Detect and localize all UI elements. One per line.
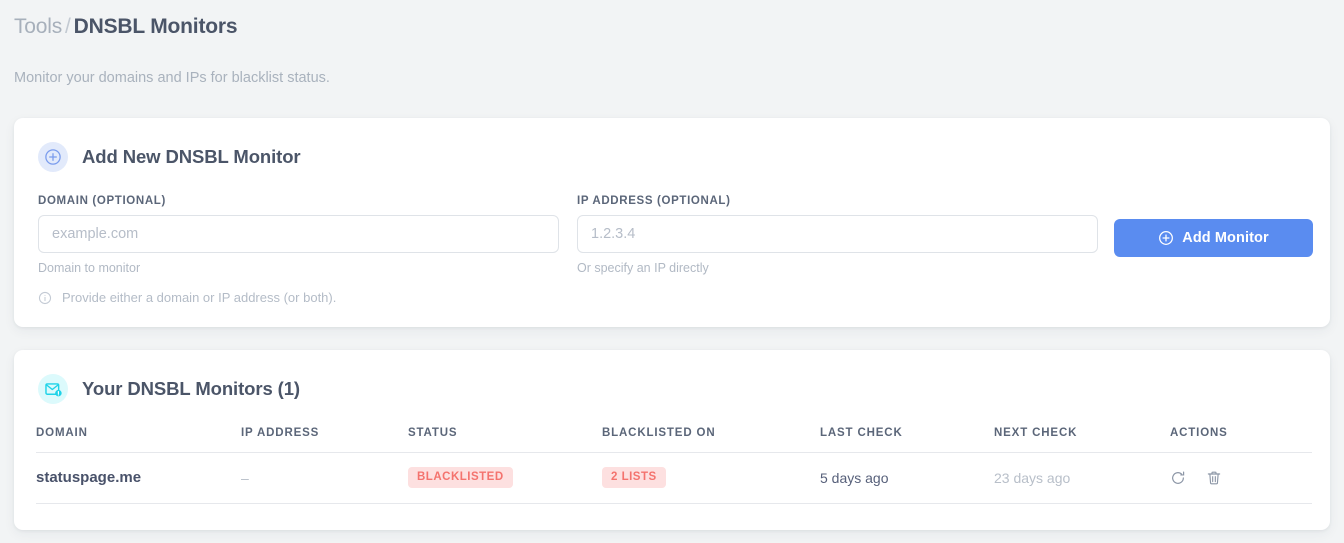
- monitors-list-card: Your DNSBL Monitors (1) DOMAIN IP ADDRES…: [14, 350, 1330, 530]
- column-header-domain: DOMAIN: [36, 427, 241, 453]
- table-row[interactable]: statuspage.me – BLACKLISTED 2 LISTS 5 da…: [36, 452, 1312, 504]
- domain-field-help: Domain to monitor: [38, 261, 141, 275]
- domain-field-label: DOMAIN (OPTIONAL): [38, 195, 166, 207]
- plus-circle-icon: [1158, 230, 1174, 246]
- breadcrumb-parent[interactable]: Tools: [14, 15, 63, 38]
- cell-ip-address: –: [241, 452, 408, 504]
- column-header-ip-address: IP ADDRESS: [241, 427, 408, 453]
- column-header-actions: ACTIONS: [1170, 427, 1312, 453]
- monitors-table-header: DOMAIN IP ADDRESS STATUS BLACKLISTED ON …: [36, 427, 1312, 453]
- breadcrumb-separator: /: [65, 15, 71, 38]
- form-note-text: Provide either a domain or IP address (o…: [62, 290, 337, 305]
- monitors-list-card-header: Your DNSBL Monitors (1): [14, 350, 1330, 404]
- blacklisted-count-badge[interactable]: 2 LISTS: [602, 467, 666, 488]
- add-monitor-button[interactable]: Add Monitor: [1114, 219, 1313, 257]
- ip-field-group: IP ADDRESS (OPTIONAL) Or specify an IP d…: [577, 195, 1098, 276]
- trash-icon[interactable]: [1206, 470, 1222, 486]
- page-header: Tools / DNSBL Monitors Monitor your domain…: [0, 0, 1344, 88]
- add-monitor-card: Add New DNSBL Monitor DOMAIN (OPTIONAL) …: [14, 118, 1330, 327]
- ip-address-input[interactable]: [577, 215, 1098, 253]
- envelope-alert-icon: [38, 374, 68, 404]
- info-circle-icon: [38, 291, 52, 305]
- plus-circle-icon: [38, 142, 68, 172]
- monitors-table-body: statuspage.me – BLACKLISTED 2 LISTS 5 da…: [36, 452, 1312, 504]
- column-header-blacklisted-on: BLACKLISTED ON: [602, 427, 820, 453]
- cell-actions: [1170, 452, 1312, 504]
- cell-blacklisted-on: 2 LISTS: [602, 452, 820, 504]
- status-badge: BLACKLISTED: [408, 467, 513, 488]
- form-note: Provide either a domain or IP address (o…: [14, 289, 1330, 307]
- page-subtitle: Monitor your domains and IPs for blackli…: [14, 70, 330, 86]
- breadcrumb: Tools / DNSBL Monitors: [14, 12, 1344, 42]
- column-header-last-check: LAST CHECK: [820, 427, 994, 453]
- refresh-icon[interactable]: [1170, 470, 1186, 486]
- cell-next-check: 23 days ago: [994, 452, 1170, 504]
- add-monitor-card-header: Add New DNSBL Monitor: [14, 118, 1330, 172]
- add-monitor-title: Add New DNSBL Monitor: [82, 146, 301, 167]
- cell-status: BLACKLISTED: [408, 452, 602, 504]
- add-monitor-form: DOMAIN (OPTIONAL) Domain to monitor IP A…: [14, 195, 1330, 276]
- column-header-status: STATUS: [408, 427, 602, 453]
- table-header-row: DOMAIN IP ADDRESS STATUS BLACKLISTED ON …: [36, 427, 1312, 453]
- domain-input[interactable]: [38, 215, 559, 253]
- add-monitor-button-label: Add Monitor: [1182, 230, 1269, 246]
- ip-field-help: Or specify an IP directly: [577, 261, 709, 275]
- cell-domain: statuspage.me: [36, 452, 241, 504]
- page-title: DNSBL Monitors: [73, 15, 238, 38]
- row-actions: [1170, 470, 1312, 486]
- domain-field-group: DOMAIN (OPTIONAL) Domain to monitor: [38, 195, 559, 276]
- monitors-table-wrap: DOMAIN IP ADDRESS STATUS BLACKLISTED ON …: [14, 427, 1330, 504]
- column-header-next-check: NEXT CHECK: [994, 427, 1170, 453]
- cell-last-check: 5 days ago: [820, 452, 994, 504]
- monitors-table: DOMAIN IP ADDRESS STATUS BLACKLISTED ON …: [36, 427, 1312, 504]
- ip-field-label: IP ADDRESS (OPTIONAL): [577, 195, 731, 207]
- monitors-list-title: Your DNSBL Monitors (1): [82, 378, 300, 399]
